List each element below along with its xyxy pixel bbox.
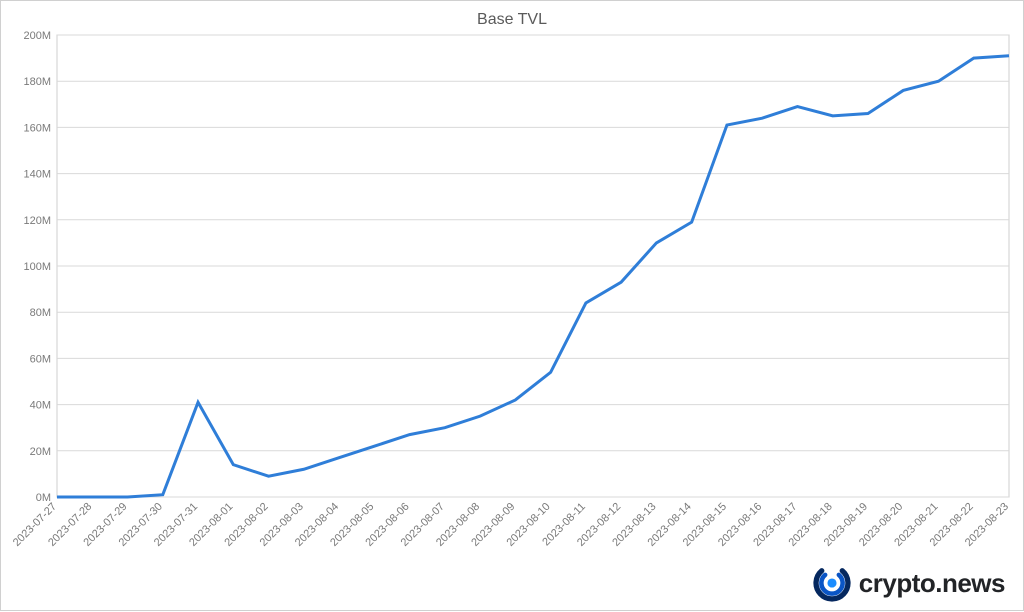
- y-tick-label: 40M: [30, 400, 51, 412]
- chart-container: 0M20M40M60M80M100M120M140M160M180M200M20…: [1, 1, 1023, 610]
- series-tvl: [57, 56, 1009, 497]
- y-tick-label: 100M: [23, 261, 51, 273]
- y-tick-label: 180M: [23, 76, 51, 88]
- y-tick-label: 20M: [30, 446, 51, 458]
- y-tick-label: 140M: [23, 169, 51, 181]
- y-tick-label: 160M: [23, 122, 51, 134]
- y-tick-label: 120M: [23, 215, 51, 227]
- line-chart: 0M20M40M60M80M100M120M140M160M180M200M20…: [1, 1, 1024, 612]
- y-tick-label: 80M: [30, 307, 51, 319]
- y-tick-label: 200M: [23, 30, 51, 42]
- watermark-text: crypto.news: [859, 568, 1005, 599]
- watermark: crypto.news: [813, 564, 1005, 602]
- crypto-news-icon: [813, 564, 851, 602]
- y-tick-label: 60M: [30, 353, 51, 365]
